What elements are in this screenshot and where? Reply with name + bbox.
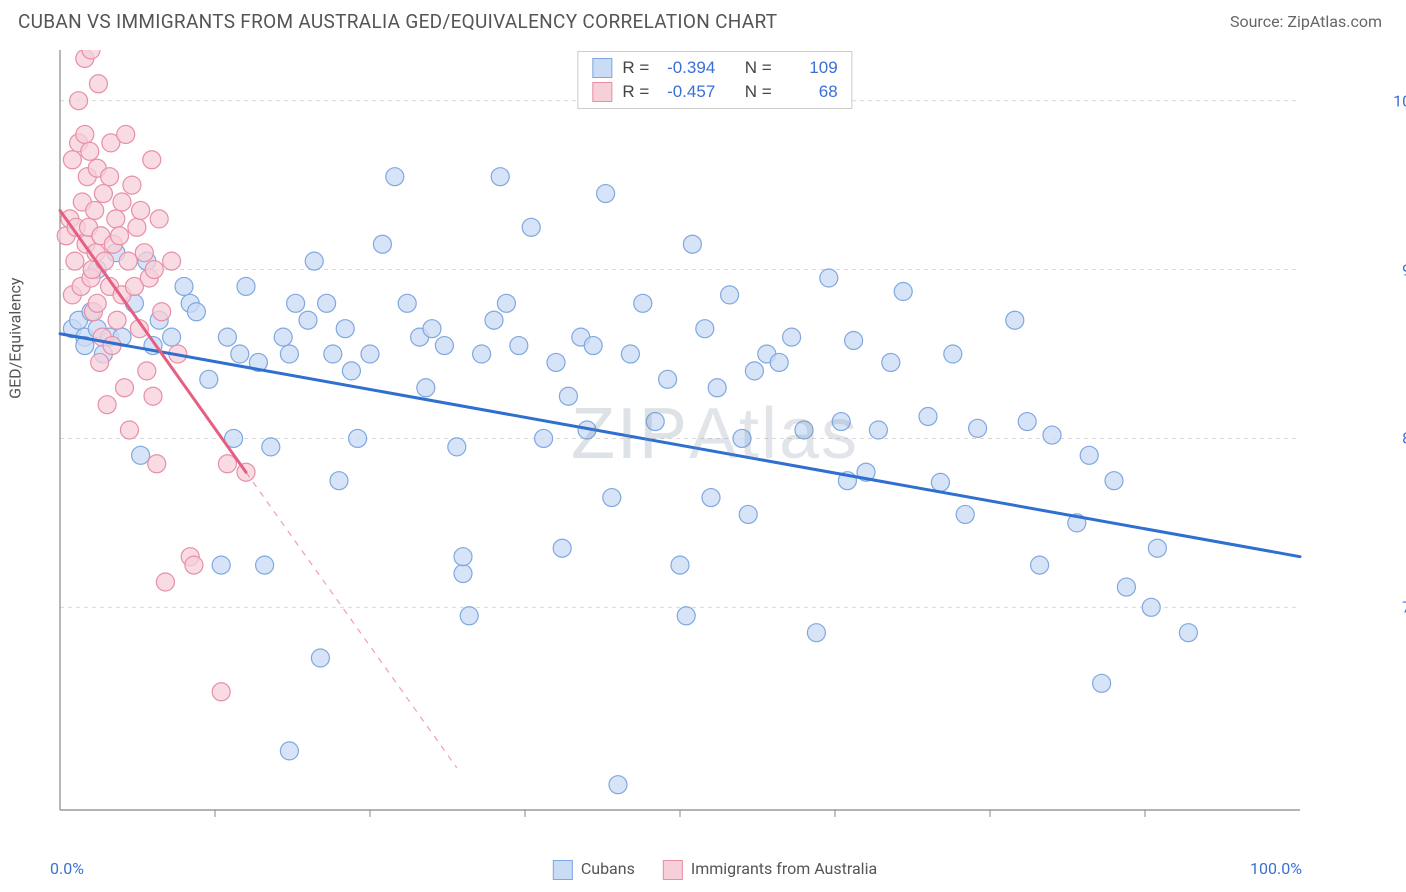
y-axis-label: GED/Equivalency [6,277,25,398]
y-tick-label: 70.0% [1402,598,1406,617]
series-legend: Cubans Immigrants from Australia [553,859,877,880]
correlation-legend-row: R =-0.394 N =109 [592,56,837,80]
legend-item: Immigrants from Australia [663,859,877,880]
correlation-legend-row: R =-0.457 N =68 [592,80,837,104]
y-tick-label: 90.0% [1402,260,1406,279]
chart-container: GED/Equivalency ZIPAtlas R =-0.394 N =10… [50,50,1380,850]
y-tick-label: 80.0% [1402,429,1406,448]
legend-item: Cubans [553,859,635,880]
source-attribution: Source: ZipAtlas.com [1230,12,1382,31]
chart-title: CUBAN VS IMMIGRANTS FROM AUSTRALIA GED/E… [18,10,777,33]
x-tick-label: 100.0% [1250,859,1302,878]
chart-header: CUBAN VS IMMIGRANTS FROM AUSTRALIA GED/E… [0,0,1406,39]
correlation-legend: R =-0.394 N =109R =-0.457 N =68 [577,51,852,109]
scatter-plot [50,50,1380,850]
y-tick-label: 100.0% [1393,91,1406,110]
x-tick-label: 0.0% [50,859,84,878]
